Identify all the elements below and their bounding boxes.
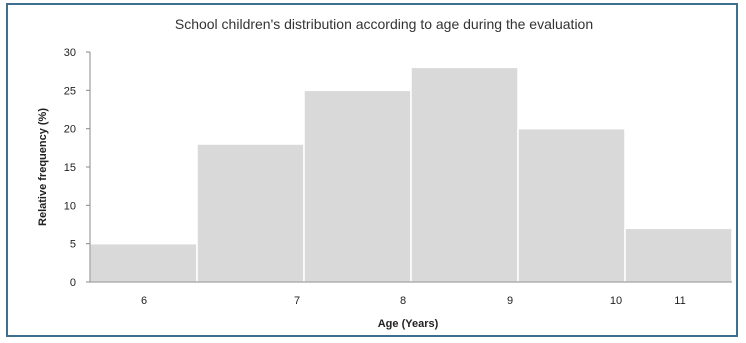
y-ticks-group: 0 5 10 15 20 25 30 [64,47,90,289]
bar-age-6 [89,242,198,283]
x-tick-label: 7 [294,295,300,307]
x-tick-label: 10 [610,295,622,307]
chart-title: School children's distribution according… [175,16,593,32]
y-tick-label: 10 [64,200,76,212]
y-tick-label: 20 [64,124,76,136]
x-axis-label: Age (Years) [378,318,439,330]
x-tick-label: 11 [674,295,685,307]
bar-age-9 [410,66,519,283]
bar-age-7 [196,143,305,283]
bar-age-10 [517,127,626,283]
bar-age-11 [624,227,733,283]
x-tick-label: 9 [507,295,513,307]
x-tick-label: 6 [141,295,147,307]
y-tick-label: 30 [64,47,76,59]
y-axis-label: Relative frequency (%) [37,108,49,226]
x-tick-label: 8 [400,295,406,307]
y-tick-label: 0 [70,277,76,289]
y-tick-label: 5 [70,239,76,251]
bar-age-8 [303,89,412,283]
y-tick-label: 15 [64,162,76,174]
bars-group [89,66,733,283]
x-ticks-group: 6 7 8 9 10 11 [141,295,686,307]
y-tick-label: 25 [64,85,76,97]
